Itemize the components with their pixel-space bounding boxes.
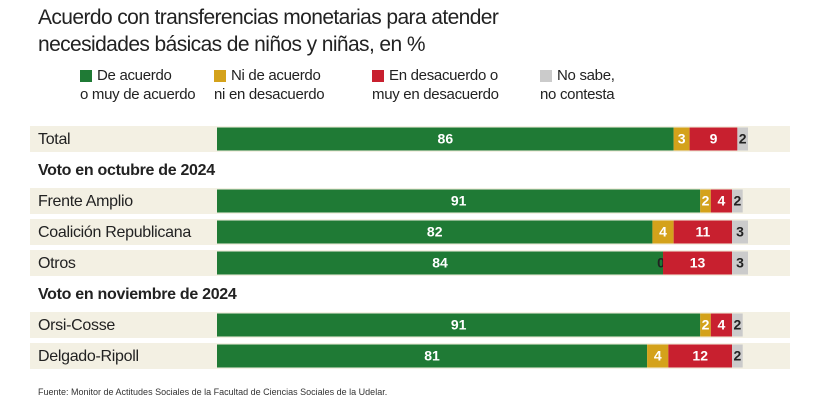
legend-label: No sabe, no contesta xyxy=(540,67,615,103)
legend-swatch xyxy=(214,70,226,82)
value-label: 0 xyxy=(657,255,665,271)
bar-segment xyxy=(668,344,733,368)
bar-segment xyxy=(732,313,743,337)
value-label: 2 xyxy=(739,131,747,147)
bar-segment xyxy=(652,220,674,244)
category-label: Orsi-Cosse xyxy=(38,317,115,334)
value-label: 3 xyxy=(736,255,744,271)
category-label: Total xyxy=(38,131,70,148)
value-label: 2 xyxy=(702,193,710,209)
bar-segment xyxy=(217,344,648,368)
legend-swatch xyxy=(540,70,552,82)
bar-segment xyxy=(217,313,701,337)
legend-swatch xyxy=(80,70,92,82)
group-header: Voto en noviembre de 2024 xyxy=(38,286,237,303)
bar-segment xyxy=(737,127,748,151)
value-label: 2 xyxy=(702,317,710,333)
chart-title: Acuerdo con transferencias monetarias pa… xyxy=(38,6,499,56)
legend-swatch xyxy=(372,70,384,82)
value-label: 4 xyxy=(659,224,667,240)
value-label: 82 xyxy=(427,224,443,240)
value-label: 9 xyxy=(710,131,718,147)
bar-segment xyxy=(732,251,748,275)
bar-segment xyxy=(217,127,674,151)
bar-segment xyxy=(673,220,733,244)
bar-segment xyxy=(217,189,701,213)
bar-segment xyxy=(700,189,711,213)
bar-segment xyxy=(647,344,669,368)
group-header: Voto en octubre de 2024 xyxy=(38,162,215,179)
value-label: 2 xyxy=(733,348,741,364)
source-note: Fuente: Monitor de Actitudes Sociales de… xyxy=(38,387,388,397)
legend-label: De acuerdo o muy de acuerdo xyxy=(80,67,196,103)
legend-label: En desacuerdo o muy en desacuerdo xyxy=(372,67,499,103)
category-label: Frente Amplio xyxy=(38,193,133,210)
value-label: 91 xyxy=(451,193,467,209)
value-label: 4 xyxy=(654,348,662,364)
value-label: 11 xyxy=(695,224,710,240)
bar-segment xyxy=(217,251,664,275)
category-label: Coalición Republicana xyxy=(38,224,191,241)
bar-segment xyxy=(700,313,711,337)
value-label: 4 xyxy=(718,193,726,209)
value-label: 81 xyxy=(424,348,440,364)
value-label: 91 xyxy=(451,317,467,333)
value-label: 3 xyxy=(736,224,744,240)
bar-segment xyxy=(663,251,733,275)
bar-segment xyxy=(217,220,653,244)
bar-segment xyxy=(732,189,743,213)
value-label: 84 xyxy=(432,255,448,271)
legend-label: Ni de acuerdo ni en desacuerdo xyxy=(214,67,325,103)
bar-segment xyxy=(689,127,738,151)
category-label: Delgado-Ripoll xyxy=(38,348,139,365)
value-label: 2 xyxy=(733,317,741,333)
category-label: Otros xyxy=(38,255,76,272)
bar-segment xyxy=(732,220,748,244)
bar-segment xyxy=(710,313,733,337)
value-label: 2 xyxy=(733,193,741,209)
bar-segment xyxy=(673,127,690,151)
value-label: 86 xyxy=(438,131,454,147)
value-label: 3 xyxy=(678,131,686,147)
bar-segment xyxy=(710,189,733,213)
value-label: 4 xyxy=(718,317,726,333)
value-label: 13 xyxy=(690,255,706,271)
value-label: 12 xyxy=(692,348,708,364)
bar-segment xyxy=(732,344,743,368)
